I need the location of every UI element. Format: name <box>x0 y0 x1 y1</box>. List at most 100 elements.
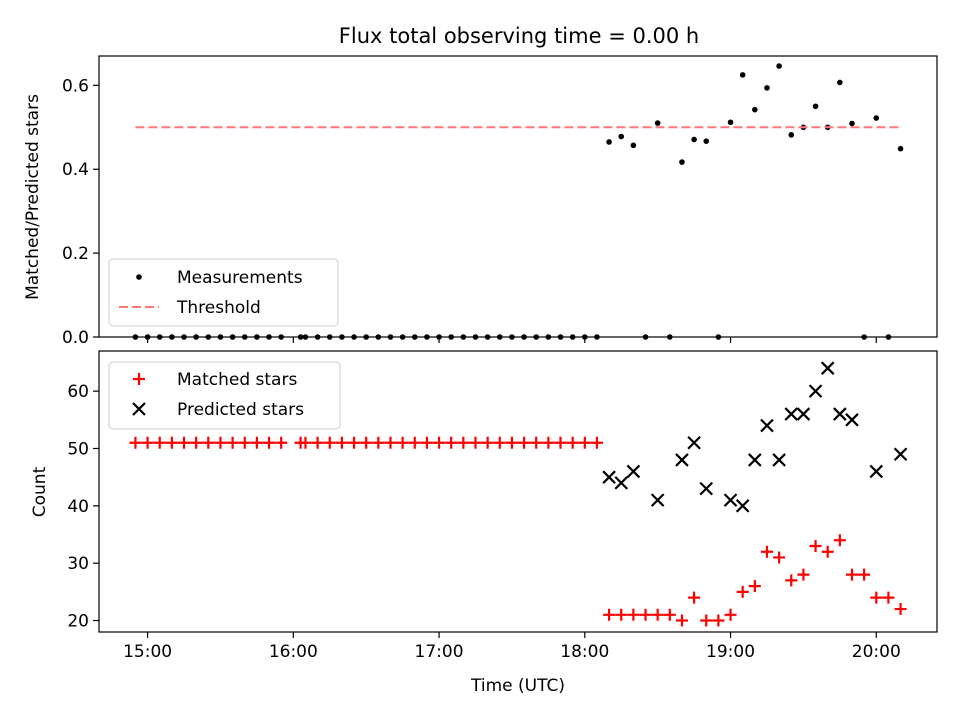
matched-star-point <box>760 545 773 558</box>
matched-star-point <box>165 436 178 449</box>
matched-star-point <box>299 436 312 449</box>
predicted-star-point <box>869 464 884 479</box>
measurement-point <box>849 120 855 127</box>
matched-star-point <box>712 614 725 627</box>
matched-star-point <box>481 436 494 449</box>
matched-star-point <box>773 551 786 564</box>
matched-star-point <box>603 608 616 621</box>
matched-star-point <box>190 436 203 449</box>
chart-title: Flux total observing time = 0.00 h <box>339 24 699 48</box>
predicted-star-point <box>796 407 811 421</box>
matched-star-point <box>578 436 591 449</box>
legend-predicted-marker <box>132 402 146 416</box>
matched-star-point <box>348 436 361 449</box>
predicted-star-point <box>820 361 835 375</box>
matched-star-point <box>736 585 749 598</box>
x-tick-label: 20:00 <box>852 642 901 662</box>
matched-star-point <box>263 436 276 449</box>
legend-threshold-label: Threshold <box>176 298 261 318</box>
predicted-star-point <box>808 384 823 398</box>
predicted-star-point <box>687 435 701 450</box>
matched-star-point <box>457 436 470 449</box>
matched-star-point <box>493 436 506 449</box>
x-tick-label: 16:00 <box>269 642 318 662</box>
matched-star-point <box>372 436 385 449</box>
matched-star-point <box>214 436 227 449</box>
predicted-star-point <box>760 418 774 433</box>
measurement-point <box>618 133 625 140</box>
measurement-point <box>788 132 795 138</box>
measurement-point <box>679 159 685 165</box>
predicted-star-point <box>675 453 689 467</box>
measurement-point <box>739 72 746 78</box>
matched-star-point <box>833 534 846 547</box>
y-tick-label: 0.2 <box>62 244 89 264</box>
matched-star-point <box>748 580 761 593</box>
matched-star-point <box>238 436 251 449</box>
top-panel-frame <box>98 55 938 338</box>
legend-matched-label: Matched stars <box>177 370 297 390</box>
y-tick-label: 0.6 <box>62 76 89 96</box>
x-axis-label: Time (UTC) <box>470 676 565 696</box>
matched-star-point <box>797 568 810 581</box>
matched-star-point <box>566 436 579 449</box>
matched-star-point <box>882 591 895 604</box>
y-tick-label: 20 <box>67 612 89 632</box>
predicted-star-point <box>626 464 641 479</box>
y-tick-label: 50 <box>67 439 89 459</box>
y-tick-label: 60 <box>67 382 89 402</box>
top-panel-ylabel: Matched/Predicted stars <box>23 94 43 300</box>
top-panel: 0.0 0.2 0.4 0.6 Matched/Predicted stars Mea… <box>23 55 938 348</box>
matched-star-point <box>505 436 518 449</box>
matched-star-point <box>845 568 858 581</box>
legend-predicted-label: Predicted stars <box>177 400 304 420</box>
matched-star-point <box>129 436 142 449</box>
matched-star-point <box>821 545 834 558</box>
measurement-point <box>812 103 819 110</box>
legend-measurements-label: Measurements <box>177 268 303 288</box>
bottom-panel-axes: 15:00 16:00 17:00 18:00 19:00 20:00 20 30 40 50 60 <box>67 382 900 662</box>
measurement-point <box>691 136 697 143</box>
matched-star-point <box>153 436 166 449</box>
y-tick-label: 0.0 <box>62 328 89 348</box>
matched-star-point <box>554 436 567 449</box>
predicted-star-point <box>845 413 859 427</box>
predicted-star-point <box>723 493 738 507</box>
matched-star-point <box>433 436 446 449</box>
measurement-point <box>873 115 880 121</box>
matched-star-point <box>530 436 543 449</box>
matched-star-point <box>420 436 433 449</box>
matched-star-point <box>663 608 676 621</box>
matched-star-point <box>542 436 555 449</box>
matched-star-point <box>445 436 458 449</box>
matched-star-point <box>275 436 288 449</box>
x-tick-label: 19:00 <box>706 642 755 662</box>
y-tick-label: 0.4 <box>62 160 89 180</box>
predicted-star-point <box>833 407 847 421</box>
matched-star-point <box>396 436 409 449</box>
matched-star-point <box>870 591 883 604</box>
measurement-point <box>837 79 843 86</box>
measurement-point <box>897 145 904 152</box>
matched-star-point <box>615 608 628 621</box>
matched-star-point <box>226 436 239 449</box>
measurement-point <box>654 120 661 126</box>
top-legend-box <box>108 258 339 327</box>
x-tick-label: 15:00 <box>123 642 172 662</box>
matched-star-point <box>202 436 215 449</box>
predicted-star-point <box>699 481 714 496</box>
matched-star-point <box>250 436 263 449</box>
matched-star-point <box>785 574 798 587</box>
bottom-legend: Matched stars Predicted stars <box>108 361 341 430</box>
matched-star-point <box>651 608 664 621</box>
matched-star-point <box>360 436 373 449</box>
bottom-panel: 15:00 16:00 17:00 18:00 19:00 20:00 20 30 40 50 60… <box>30 350 938 662</box>
measurement-point <box>630 142 637 149</box>
bottom-panel-frame <box>98 350 938 633</box>
matched-star-point <box>384 436 397 449</box>
matched-star-point <box>469 436 482 449</box>
predicted-star-point <box>602 470 616 484</box>
x-tick-label: 18:00 <box>560 642 609 662</box>
